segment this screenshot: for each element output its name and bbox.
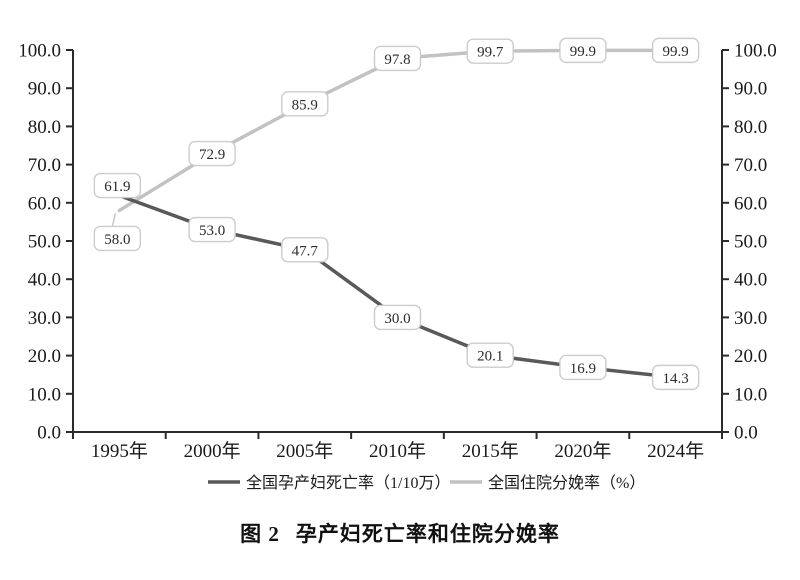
y-tick-label-left: 20.0 [28,346,61,367]
data-label-box [93,172,142,199]
x-tick-label: 2010年 [369,440,426,462]
y-tick-label-left: 30.0 [28,308,61,329]
data-label-box [373,304,422,331]
x-tick-label: 1995年 [91,440,148,462]
data-label-box [281,237,329,263]
data-label: 99.7 [477,45,504,61]
y-tick-label-left: 60.0 [28,193,61,214]
y-tick-label-right: 30.0 [734,308,767,329]
data-label: 30.0 [384,311,410,327]
y-tick-label-left: 40.0 [28,270,61,291]
x-tick-label: 2020年 [554,440,611,462]
data-label: 99.9 [570,44,596,60]
y-tick-label-right: 10.0 [734,384,767,405]
data-label-box [93,225,142,252]
x-tick-label: 2024年 [647,440,704,462]
data-label-box [466,38,514,64]
data-label: 14.3 [663,371,689,387]
figure-caption-title: 孕产妇死亡率和住院分娩率 [295,522,560,546]
callout-leader [111,213,116,227]
data-label: 16.9 [570,361,596,377]
x-tick-label: 2000年 [184,440,241,462]
y-tick-label-right: 0.0 [734,423,758,444]
data-label-box [559,354,607,381]
data-label-box [466,342,514,368]
x-tick-label: 2015年 [462,440,519,462]
line-chart: 0.0 0.0 10.0 10.0 20.0 20.0 30.0 30.0 40.0 40.0 50… [18,37,777,492]
legend-label-1: 全国住院分娩率（%） [488,474,645,492]
y-tick-label-left: 100.0 [18,41,61,62]
y-tick-label-left: 0.0 [37,423,61,444]
data-label: 61.9 [104,179,130,195]
y-tick-label-right: 100.0 [734,41,777,62]
y-tick-label-left: 50.0 [28,232,61,253]
data-label: 47.7 [292,243,319,259]
data-label: 20.1 [477,349,503,365]
x-tick-label: 2005年 [276,440,333,462]
y-tick-label-right: 80.0 [734,117,767,138]
series-line-1 [117,48,678,213]
y-tick-label-right: 20.0 [734,346,767,367]
data-label: 72.9 [199,147,225,163]
data-label-box [373,45,422,72]
data-label: 97.8 [384,52,410,68]
data-label: 58.0 [104,232,130,248]
data-label-box [559,37,607,64]
data-label-box [188,140,236,167]
figure-caption: 图 2 孕产妇死亡率和住院分娩率 [0,518,800,548]
data-label-box [188,216,236,243]
y-tick-label-left: 10.0 [28,384,61,405]
figure-caption-label: 图 2 [240,522,280,546]
legend-label-0: 全国孕产妇死亡率（1/10万） [246,474,450,492]
y-tick-label-left: 70.0 [28,155,61,176]
data-label: 99.9 [663,44,689,60]
data-label-box [651,364,700,391]
data-label-box [651,37,700,64]
y-tick-label-right: 40.0 [734,270,767,291]
y-tick-label-left: 80.0 [28,117,61,138]
data-label: 53.0 [199,223,225,239]
y-tick-label-right: 70.0 [734,155,767,176]
y-tick-label-right: 60.0 [734,193,767,214]
data-label: 85.9 [292,97,318,113]
y-tick-label-left: 90.0 [28,79,61,100]
data-label-box [281,91,329,117]
y-tick-label-right: 50.0 [734,232,767,253]
y-tick-label-right: 90.0 [734,79,767,100]
